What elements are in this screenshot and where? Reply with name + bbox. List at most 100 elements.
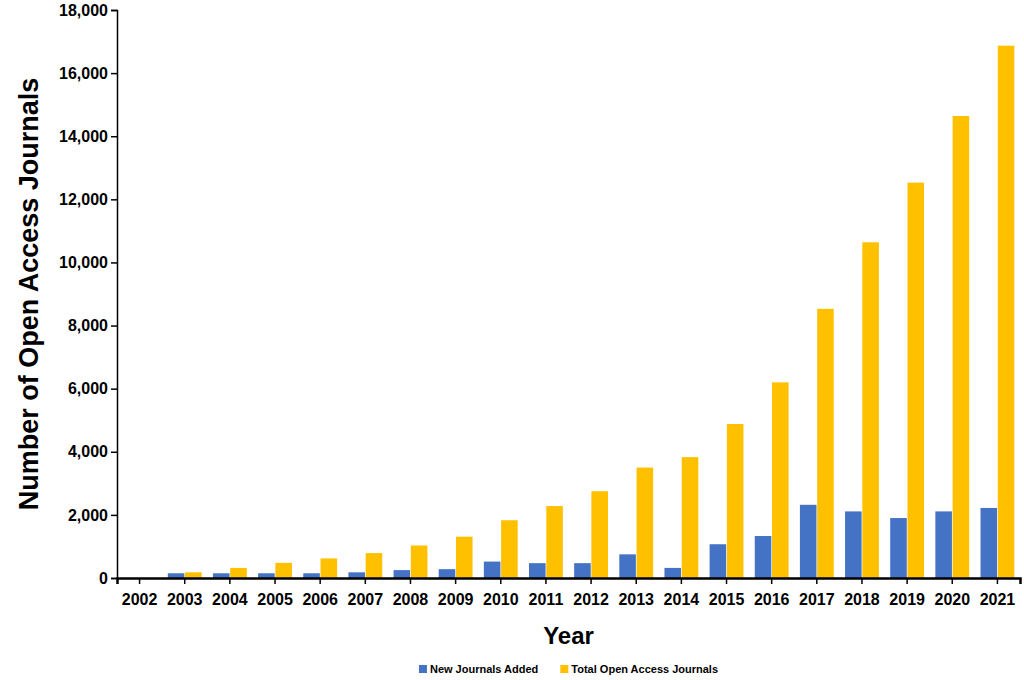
- y-tick: 12,000: [59, 191, 117, 208]
- y-tick-label: 14,000: [59, 128, 108, 145]
- bar: [366, 553, 383, 578]
- legend-swatch: [560, 665, 568, 673]
- x-tick: 2008: [393, 578, 429, 608]
- y-tick-mark: [111, 388, 117, 390]
- bar: [907, 183, 924, 578]
- legend-label: New Journals Added: [430, 663, 538, 675]
- bar: [953, 116, 970, 578]
- x-tick: 2014: [664, 578, 700, 608]
- y-tick-mark: [111, 136, 117, 138]
- bar: [935, 511, 952, 578]
- bar: [664, 568, 681, 578]
- y-tick: 8,000: [68, 317, 117, 334]
- x-tick-mark: [365, 578, 367, 584]
- x-tick-label: 2011: [529, 591, 564, 608]
- x-tick: 2017: [799, 578, 835, 608]
- x-tick: 2011: [529, 578, 564, 608]
- bar: [529, 563, 546, 578]
- y-tick-label: 2,000: [68, 507, 108, 524]
- bar-series: [185, 46, 1014, 578]
- y-tick-mark: [111, 199, 117, 201]
- x-axis: 2002200320042005200620072008200920102011…: [118, 578, 1021, 608]
- x-tick: 2020: [934, 578, 970, 608]
- bar: [348, 572, 365, 578]
- x-tick-mark: [319, 578, 321, 584]
- x-tick-mark: [952, 578, 954, 584]
- y-tick-mark: [111, 578, 117, 580]
- y-tick: 18,000: [59, 2, 117, 19]
- x-tick-mark: [635, 578, 637, 584]
- bar: [817, 309, 834, 578]
- x-tick: 2004: [212, 578, 248, 608]
- y-tick: 10,000: [59, 254, 117, 271]
- bar: [456, 537, 473, 578]
- y-axis-line: [111, 11, 118, 579]
- x-tick-label: 2006: [302, 591, 338, 608]
- x-tick-label: 2010: [483, 591, 519, 608]
- bar: [682, 457, 699, 578]
- y-tick-label: 18,000: [59, 2, 108, 19]
- legend-swatch: [419, 665, 427, 673]
- x-tick-label: 2019: [889, 591, 925, 608]
- x-tick-label: 2003: [167, 591, 203, 608]
- bar: [619, 554, 636, 578]
- x-tick-mark: [726, 578, 728, 584]
- x-tick-mark: [861, 578, 863, 584]
- x-tick-mark: [229, 578, 231, 584]
- y-tick-label: 8,000: [68, 317, 108, 334]
- bars: [168, 46, 1015, 578]
- bar: [772, 382, 789, 578]
- x-tick: 2019: [889, 578, 925, 608]
- legend-item: New Journals Added: [419, 663, 538, 675]
- x-tick-label: 2007: [348, 591, 384, 608]
- x-tick-label: 2004: [212, 591, 248, 608]
- chart: 0 2,000 4,000 6,000 8,000 10,000 12,000 14,000 1…: [0, 0, 1024, 680]
- bar: [845, 511, 862, 578]
- x-axis-line: [118, 579, 1021, 585]
- bar: [981, 508, 998, 578]
- y-tick: 14,000: [59, 128, 117, 145]
- x-tick: 2009: [438, 578, 474, 608]
- bar: [484, 562, 501, 578]
- x-tick-mark: [455, 578, 457, 584]
- x-tick-mark: [139, 578, 141, 584]
- x-tick: 2015: [709, 578, 745, 608]
- x-tick-label: 2018: [844, 591, 880, 608]
- x-tick-label: 2017: [799, 591, 835, 608]
- bar: [394, 570, 411, 578]
- bar: [546, 506, 563, 578]
- x-tick-label: 2008: [393, 591, 429, 608]
- x-tick-label: 2013: [618, 591, 654, 608]
- y-tick-mark: [111, 10, 117, 12]
- x-tick-mark: [545, 578, 547, 584]
- x-tick: 2012: [573, 578, 609, 608]
- y-tick-label: 16,000: [59, 65, 108, 82]
- x-tick: 2018: [844, 578, 880, 608]
- legend: New Journals Added Total Open Access Jour…: [419, 663, 718, 675]
- x-tick-mark: [816, 578, 818, 584]
- bar: [275, 563, 292, 578]
- x-tick-label: 2014: [664, 591, 700, 608]
- x-tick-mark: [906, 578, 908, 584]
- bar: [890, 518, 907, 578]
- bar: [439, 569, 456, 578]
- bar: [230, 568, 247, 578]
- bar: [185, 572, 202, 578]
- x-tick-label: 2021: [980, 591, 1016, 608]
- y-tick-mark: [111, 262, 117, 264]
- bar: [637, 468, 654, 578]
- x-tick: 2021: [980, 578, 1016, 608]
- x-tick: 2010: [483, 578, 519, 608]
- y-tick-label: 4,000: [68, 443, 108, 460]
- bar: [710, 544, 727, 578]
- x-tick: 2013: [618, 578, 654, 608]
- x-tick-label: 2012: [573, 591, 609, 608]
- x-tick-label: 2020: [934, 591, 970, 608]
- x-axis-title: Year: [543, 622, 594, 649]
- x-tick: 2005: [257, 578, 293, 608]
- y-tick-label: 6,000: [68, 380, 108, 397]
- y-tick: 0: [99, 570, 117, 587]
- legend-label: Total Open Access Journals: [571, 663, 718, 675]
- y-tick-mark: [111, 325, 117, 327]
- y-tick: 16,000: [59, 65, 117, 82]
